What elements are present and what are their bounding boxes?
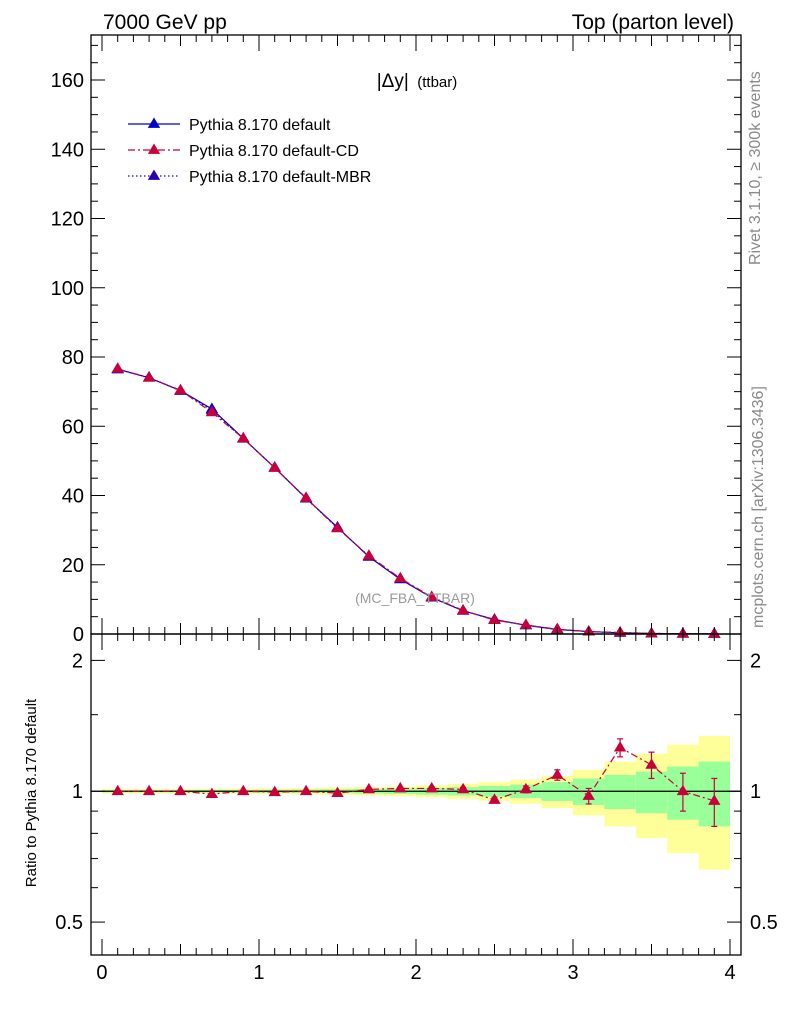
ratio-y-tick-label-right: 2 bbox=[750, 650, 761, 672]
y-tick-label: 100 bbox=[51, 278, 84, 300]
ratio-point bbox=[111, 784, 124, 796]
data-point-s2 bbox=[268, 461, 281, 472]
ratio-panel: 0 1 2 3 4 0.5 0.5 1 1 2 2 bbox=[55, 633, 778, 984]
data-point-s2 bbox=[299, 491, 313, 502]
plot-title-sub: (ttbar) bbox=[417, 74, 457, 91]
side-label-mcplots: mcplots.cern.ch [arXiv:1306.3436] bbox=[750, 386, 767, 628]
series-line-2 bbox=[117, 368, 715, 635]
ratio-point bbox=[268, 785, 281, 797]
ratio-point bbox=[708, 794, 721, 805]
watermark: (MC_FBA_TTBAR) bbox=[355, 590, 475, 606]
ratio-point bbox=[456, 782, 470, 794]
data-point-s2 bbox=[394, 571, 407, 583]
ratio-point bbox=[551, 768, 564, 779]
x-tick-label: 0 bbox=[96, 962, 107, 984]
data-point-s2 bbox=[456, 603, 470, 615]
ratio-y-tick-label: 2 bbox=[72, 650, 83, 672]
plot-title-main: |Δy| bbox=[377, 71, 409, 92]
legend: Pythia 8.170 default Pythia 8.170 default… bbox=[128, 117, 371, 186]
ratio-point bbox=[237, 784, 250, 796]
legend-label-2: Pythia 8.170 default-CD bbox=[189, 143, 359, 160]
data-point-s2 bbox=[205, 405, 219, 417]
data-point-s2 bbox=[331, 521, 344, 533]
x-tick-label: 2 bbox=[410, 962, 421, 984]
ratio-point bbox=[331, 786, 344, 798]
ratio-point bbox=[582, 789, 595, 800]
y-tick-label: 120 bbox=[51, 209, 84, 231]
legend-marker-2 bbox=[147, 143, 161, 154]
ratio-point bbox=[394, 781, 407, 793]
data-point-s2 bbox=[362, 549, 376, 560]
x-tick-label: 3 bbox=[567, 962, 578, 984]
data-point-s2 bbox=[142, 371, 156, 382]
data-point-s2 bbox=[519, 618, 533, 629]
data-point-s2 bbox=[111, 362, 124, 373]
ratio-point bbox=[519, 782, 533, 794]
ratio-point bbox=[205, 787, 219, 798]
y-tick-label: 140 bbox=[51, 139, 84, 161]
legend-label-1: Pythia 8.170 default bbox=[189, 117, 331, 134]
ratio-ylabel: Ratio to Pythia 8.170 default bbox=[23, 698, 40, 887]
legend-marker-3 bbox=[147, 169, 161, 180]
header-right: Top (parton level) bbox=[572, 11, 734, 34]
ratio-point bbox=[142, 784, 156, 796]
ratio-y-tick-label-right: 1 bbox=[750, 781, 761, 803]
ratio-point bbox=[488, 793, 501, 804]
y-tick-label: 160 bbox=[51, 70, 84, 92]
legend-label-3: Pythia 8.170 default-MBR bbox=[189, 169, 371, 186]
ratio-inner-band bbox=[604, 774, 636, 810]
ratio-point bbox=[613, 741, 627, 752]
ratio-point bbox=[299, 784, 313, 796]
ratio-point bbox=[645, 758, 658, 769]
ratio-point bbox=[425, 781, 438, 793]
y-tick-label: 20 bbox=[62, 555, 84, 577]
y-tick-label: 40 bbox=[62, 486, 84, 508]
data-point-s2 bbox=[174, 383, 187, 395]
x-tick-label: 4 bbox=[724, 962, 735, 984]
ratio-y-tick-label: 1 bbox=[72, 781, 83, 803]
plot-title: |Δy| (ttbar) bbox=[377, 71, 458, 92]
main-panel: 0 20 40 60 80 100 120 140 160 Pythia 8.170 defaul… bbox=[51, 34, 742, 646]
ratio-y-tick-label: 0.5 bbox=[55, 912, 83, 934]
ratio-point bbox=[362, 782, 376, 794]
ratio-point bbox=[174, 784, 187, 796]
data-point-s2 bbox=[237, 431, 250, 443]
data-point-s2 bbox=[488, 613, 501, 625]
ratio-y-tick-label-right: 0.5 bbox=[750, 912, 778, 934]
x-tick-label: 1 bbox=[253, 962, 264, 984]
y-tick-label: 80 bbox=[62, 347, 84, 369]
side-label-rivet: Rivet 3.1.10, ≥ 300k events bbox=[747, 71, 764, 265]
y-tick-label: 60 bbox=[62, 416, 84, 438]
y-tick-label: 0 bbox=[73, 624, 84, 646]
legend-marker-1 bbox=[147, 117, 161, 128]
data-point-s2 bbox=[425, 590, 438, 601]
header-left: 7000 GeV pp bbox=[103, 11, 227, 34]
ratio-point bbox=[676, 784, 690, 796]
